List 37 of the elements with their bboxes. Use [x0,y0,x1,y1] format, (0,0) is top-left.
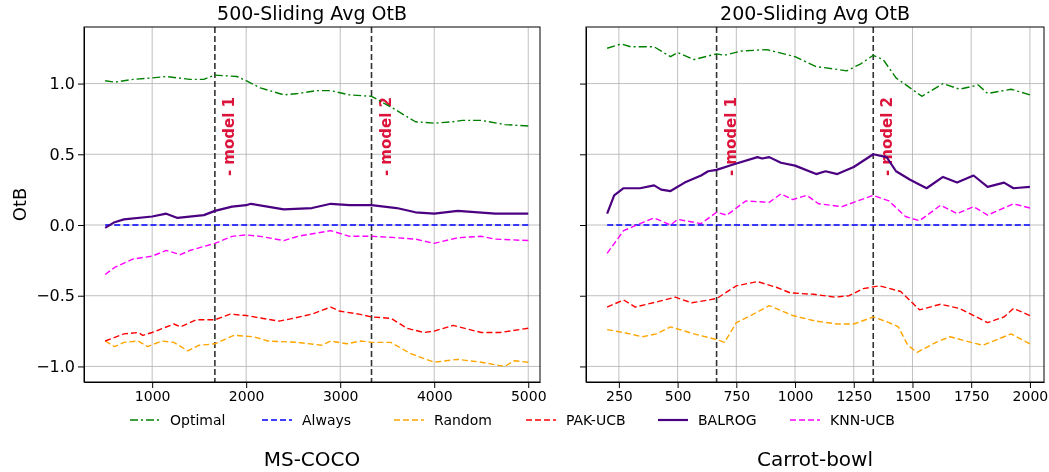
y-tick-label: −1.0 [36,357,75,377]
legend-label: PAK-UCB [566,412,626,428]
x-axis-title: Carrot-bowl [756,447,874,471]
x-tick-label: 5000 [510,387,547,404]
x-tick-label: 2000 [228,387,265,404]
x-tick-label: 250 [606,387,633,404]
x-tick-label: 1250 [836,387,873,404]
legend-label: BALROG [698,412,757,428]
x-tick-label: 1000 [777,387,814,404]
legend-label: Random [434,412,492,428]
x-tick-label: 1750 [953,387,990,404]
x-tick-label: 2000 [1012,387,1049,404]
y-tick-label: 0.5 [49,144,75,164]
x-tick-label: 750 [723,387,751,404]
x-axis-title: MS-COCO [263,447,361,471]
ref-line-label: - model 1 [721,97,740,177]
x-tick-label: 4000 [416,387,453,404]
ref-line-label: - model 2 [878,97,897,177]
y-tick-label: −0.5 [36,286,75,306]
y-tick-label: 1.0 [49,74,75,94]
y-tick-label: 0.0 [49,215,75,235]
line-series [104,202,530,229]
ref-line-label: - model 1 [219,97,238,177]
line-series [104,334,529,368]
x-tick-label: 3000 [322,387,359,404]
chart-title: 500-Sliding Avg OtB [217,2,407,24]
y-axis-title: OtB [9,187,30,222]
ref-line-label: - model 2 [376,97,395,177]
chart-title: 200-Sliding Avg OtB [720,2,910,24]
x-tick-label: 1500 [895,387,931,404]
x-tick-label: 1000 [134,387,171,404]
legend-label: Always [302,412,352,428]
legend-label: Optimal [170,412,226,428]
line-series [104,306,529,342]
x-tick-label: 500 [664,387,692,404]
line-series [104,229,529,276]
legend-label: KNN-UCB [830,412,895,428]
